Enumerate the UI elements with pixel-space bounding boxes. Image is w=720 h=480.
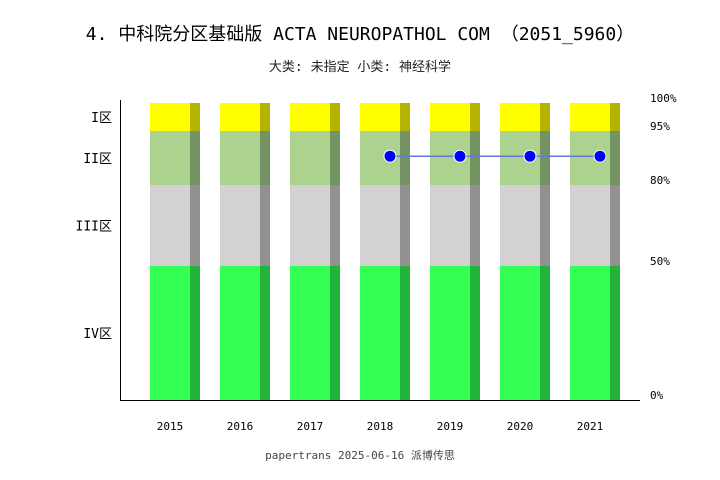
zone-label: III区 <box>76 220 112 235</box>
bar-segment-2018 <box>360 185 400 266</box>
bar-shade-2020 <box>540 103 550 131</box>
bar-segment-2015 <box>150 266 190 400</box>
bar-shade-2020 <box>540 266 550 400</box>
bar-segment-2021 <box>570 185 610 266</box>
chart-subtitle: 大类: 未指定 小类: 神经科学 <box>268 60 452 75</box>
bar-shade-2020 <box>540 185 550 266</box>
bar-shade-2016 <box>260 266 270 400</box>
bar-shade-2018 <box>400 131 410 185</box>
bar-shade-2019 <box>470 266 480 400</box>
bar-segment-2019 <box>430 103 470 131</box>
right-tick-label: 80% <box>650 174 670 187</box>
bar-segment-2015 <box>150 185 190 266</box>
bar-shade-2017 <box>330 266 340 400</box>
bar-shade-2017 <box>330 185 340 266</box>
bar-shade-2015 <box>190 131 200 185</box>
data-point <box>383 149 397 163</box>
bar-shade-2015 <box>190 266 200 400</box>
chart-title: 4. 中科院分区基础版 ACTA NEUROPATHOL COM （2051_5… <box>85 24 635 45</box>
x-tick-label: 2021 <box>577 420 604 433</box>
right-tick-label: 50% <box>650 255 670 268</box>
zone-label: IV区 <box>83 327 112 342</box>
x-tick-label: 2017 <box>297 420 324 433</box>
bar-shade-2017 <box>330 103 340 131</box>
bar-segment-2021 <box>570 266 610 400</box>
bar-segment-2021 <box>570 103 610 131</box>
x-tick-label: 2020 <box>507 420 534 433</box>
bar-segment-2020 <box>500 185 540 266</box>
bar-segment-2015 <box>150 131 190 185</box>
data-point <box>453 149 467 163</box>
bar-shade-2020 <box>540 131 550 185</box>
bar-shade-2018 <box>400 266 410 400</box>
bar-segment-2018 <box>360 103 400 131</box>
bar-segment-2017 <box>290 131 330 185</box>
bar-shade-2015 <box>190 103 200 131</box>
bar-shade-2017 <box>330 131 340 185</box>
bar-segment-2020 <box>500 266 540 400</box>
bar-segment-2016 <box>220 185 260 266</box>
bar-shade-2021 <box>610 131 620 185</box>
bar-shade-2021 <box>610 103 620 131</box>
zone-label: I区 <box>91 111 112 126</box>
x-tick-label: 2019 <box>437 420 464 433</box>
data-point <box>593 149 607 163</box>
bar-shade-2019 <box>470 185 480 266</box>
bar-segment-2016 <box>220 266 260 400</box>
x-tick-label: 2015 <box>157 420 184 433</box>
right-tick-label: 0% <box>650 389 664 402</box>
bar-shade-2018 <box>400 103 410 131</box>
bar-shade-2021 <box>610 185 620 266</box>
x-tick-label: 2016 <box>227 420 254 433</box>
bar-shade-2019 <box>470 131 480 185</box>
bar-segment-2019 <box>430 185 470 266</box>
bar-segment-2016 <box>220 131 260 185</box>
bar-segment-2017 <box>290 103 330 131</box>
right-tick-label: 100% <box>650 92 677 105</box>
zone-label: II区 <box>83 152 112 167</box>
bar-segment-2016 <box>220 103 260 131</box>
bar-segment-2020 <box>500 103 540 131</box>
bar-shade-2015 <box>190 185 200 266</box>
bar-shade-2016 <box>260 185 270 266</box>
right-tick-label: 95% <box>650 120 670 133</box>
footer-credit: papertrans 2025-06-16 派博传思 <box>265 449 455 462</box>
bar-shade-2016 <box>260 103 270 131</box>
bar-segment-2019 <box>430 266 470 400</box>
bar-shade-2021 <box>610 266 620 400</box>
x-tick-label: 2018 <box>367 420 394 433</box>
data-point <box>523 149 537 163</box>
bar-segment-2017 <box>290 185 330 266</box>
bar-shade-2016 <box>260 131 270 185</box>
bar-shade-2018 <box>400 185 410 266</box>
bar-shade-2019 <box>470 103 480 131</box>
bar-segment-2018 <box>360 266 400 400</box>
bar-segment-2015 <box>150 103 190 131</box>
bar-segment-2017 <box>290 266 330 400</box>
